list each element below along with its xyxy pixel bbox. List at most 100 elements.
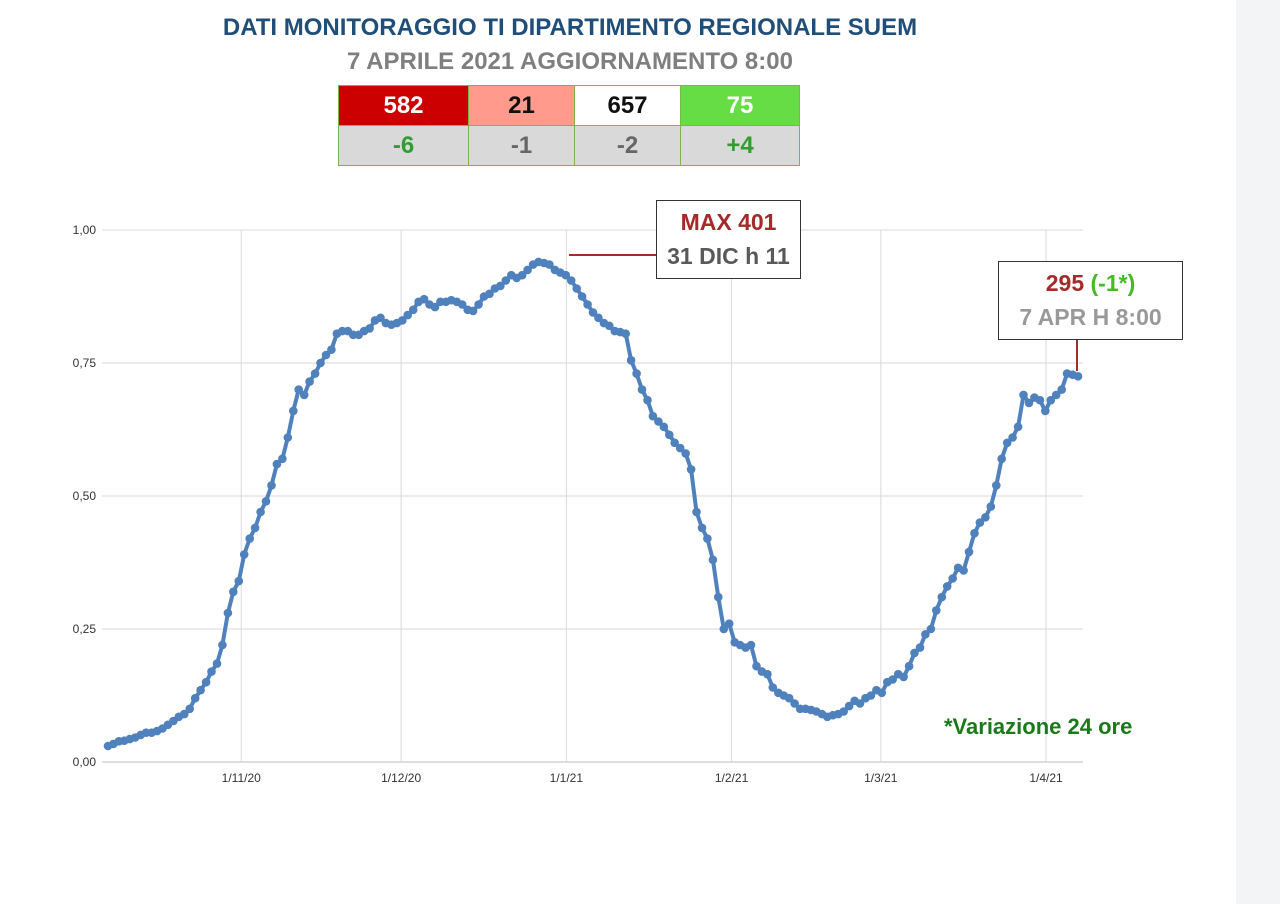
x-tick-label: 1/4/21 (1029, 771, 1063, 785)
delta-cell-hospitalized: -6 (338, 125, 469, 166)
data-point (752, 661, 761, 671)
data-point (577, 292, 587, 301)
data-point (790, 699, 799, 708)
data-point (681, 449, 690, 458)
data-point (294, 385, 304, 394)
y-tick-label: 0,75 (73, 356, 97, 370)
data-point (196, 685, 205, 695)
data-point (866, 691, 876, 700)
data-point (283, 433, 293, 442)
data-point (267, 481, 276, 490)
data-point (997, 454, 1006, 464)
data-point (327, 345, 336, 355)
data-point (1019, 390, 1028, 400)
data-point (1008, 433, 1017, 442)
data-point (915, 643, 925, 652)
data-point (289, 406, 298, 416)
max-annotation-box: MAX 401 31 DIC h 11 (656, 200, 801, 279)
data-point (784, 693, 794, 703)
data-point (272, 459, 282, 469)
data-point (899, 672, 908, 682)
data-point (1013, 422, 1023, 432)
data-point (844, 701, 854, 711)
data-point (626, 356, 636, 365)
data-point (256, 507, 265, 517)
y-tick-label: 0,50 (73, 489, 97, 503)
current-date-label: 7 APR H 8:00 (1019, 304, 1162, 330)
y-tick-label: 1,00 (73, 223, 97, 237)
x-tick-label: 1/2/21 (715, 771, 749, 785)
data-point (474, 300, 483, 309)
series-line (107, 259, 1079, 748)
data-point (975, 518, 985, 527)
data-point (910, 648, 919, 658)
data-point (408, 305, 418, 315)
data-point (501, 276, 511, 285)
current-value: 295 (1045, 270, 1085, 296)
data-point (964, 547, 974, 557)
data-point (670, 438, 679, 448)
data-point (659, 422, 669, 432)
data-point (768, 683, 778, 692)
data-point (583, 300, 592, 309)
data-point (1046, 395, 1056, 405)
x-tick-label: 1/12/20 (381, 771, 421, 785)
max-date-label: 31 DIC h 11 (667, 243, 790, 269)
data-point (888, 675, 897, 684)
data-point (605, 321, 614, 331)
data-point (632, 369, 641, 378)
data-point (1035, 395, 1045, 405)
data-point (937, 592, 947, 602)
delta-cell-total: -2 (574, 125, 681, 166)
data-point (261, 497, 271, 506)
data-point (665, 430, 674, 440)
data-point (932, 606, 941, 615)
data-point (763, 669, 772, 679)
data-point (457, 300, 467, 309)
data-point (212, 659, 222, 668)
data-point (697, 523, 707, 533)
y-tick-label: 0,25 (73, 622, 97, 636)
current-annotation-box: 295 (-1*) 7 APR H 8:00 (998, 261, 1183, 340)
data-point (316, 358, 325, 368)
data-point (1051, 390, 1061, 400)
x-tick-label: 1/3/21 (864, 771, 898, 785)
data-point (686, 465, 696, 474)
data-point (904, 661, 914, 671)
data-point (921, 630, 930, 639)
value-cell-discharged: 75 (680, 85, 800, 126)
data-point (948, 574, 957, 583)
value-cell-total: 657 (574, 85, 681, 126)
delta-cell-new: -1 (468, 125, 575, 166)
data-point (692, 507, 701, 517)
data-point (981, 513, 990, 522)
chart-title: DATI MONITORAGGIO TI DIPARTIMENTO REGION… (222, 14, 918, 41)
data-point (185, 704, 194, 714)
data-point (239, 550, 249, 559)
current-change: (-1*) (1090, 270, 1136, 296)
data-point (523, 265, 532, 275)
data-point (654, 417, 663, 426)
data-point (305, 377, 314, 386)
data-point (1024, 398, 1034, 408)
data-point (545, 260, 554, 269)
data-point (207, 667, 216, 676)
chart-subtitle: 7 APRILE 2021 AGGIORNAMENTO 8:00 (347, 48, 793, 75)
data-point (223, 608, 233, 618)
data-point (588, 308, 598, 317)
max-value-label: MAX 401 (680, 209, 777, 235)
data-point (321, 350, 331, 360)
data-point (485, 289, 494, 299)
data-point (708, 555, 718, 565)
footnote: *Variazione 24 ore (944, 714, 1133, 739)
data-point (1057, 385, 1066, 394)
data-point (926, 624, 936, 634)
data-point (1041, 406, 1050, 416)
data-point (621, 329, 630, 339)
data-point (229, 587, 238, 597)
data-point (648, 411, 658, 421)
data-point (310, 369, 320, 378)
data-point (714, 592, 723, 602)
data-point (839, 707, 848, 716)
